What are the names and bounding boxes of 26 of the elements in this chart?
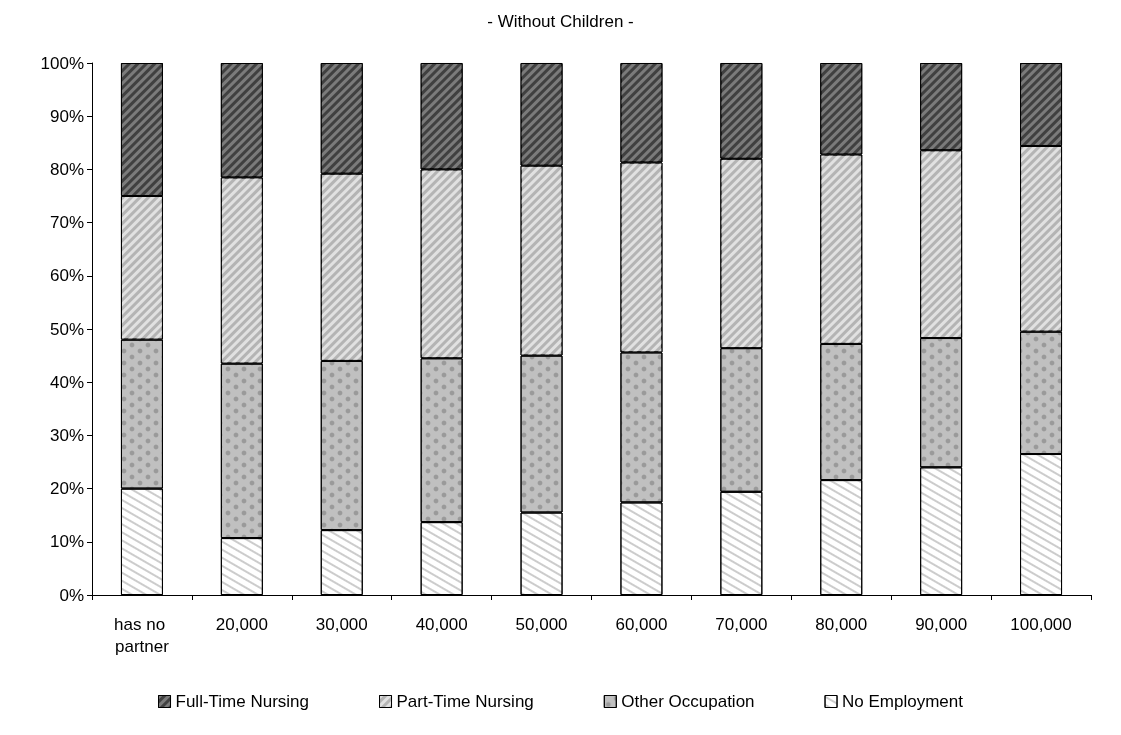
y-tick-label: 0% xyxy=(59,585,84,605)
legend-label: No Employment xyxy=(842,692,964,711)
y-tick-label: 100% xyxy=(40,53,84,73)
x-tick-label: 30,000 xyxy=(315,614,368,634)
y-tick-label: 50% xyxy=(49,319,84,339)
x-tick-label: 20,000 xyxy=(215,614,268,634)
x-tick-label: 70,000 xyxy=(715,614,768,634)
y-tick-label: 60% xyxy=(49,266,84,286)
y-tick-label: 10% xyxy=(49,532,84,552)
legend-label: Other Occupation xyxy=(621,692,755,711)
x-tick-label: has no partner xyxy=(114,614,170,656)
x-tick-label: 90,000 xyxy=(915,614,968,634)
y-tick-label: 40% xyxy=(49,372,84,392)
y-tick-label: 30% xyxy=(49,425,84,445)
x-tick-label: 100,000 xyxy=(1010,614,1072,634)
x-tick-label: 60,000 xyxy=(615,614,668,634)
x-tick-label: 40,000 xyxy=(415,614,468,634)
y-tick-label: 90% xyxy=(49,106,84,126)
y-tick-label: 80% xyxy=(49,159,84,179)
legend-label: Part-Time Nursing xyxy=(396,692,534,711)
y-tick-label: 70% xyxy=(49,213,84,233)
legend-label: Full-Time Nursing xyxy=(175,692,310,711)
chart-title: - Without Children - xyxy=(487,12,634,31)
x-tick-label: 80,000 xyxy=(815,614,868,634)
x-tick-label: 50,000 xyxy=(515,614,568,634)
y-tick-label: 20% xyxy=(49,479,84,499)
